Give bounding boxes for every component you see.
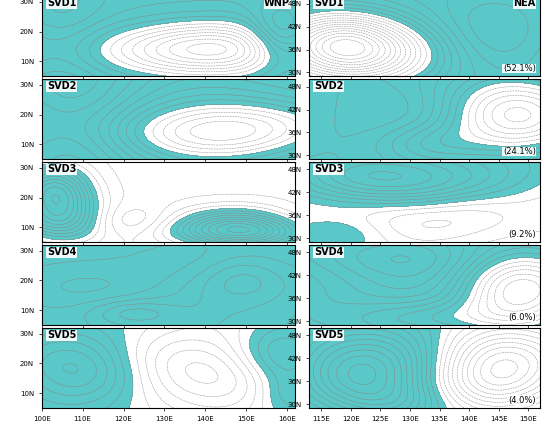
Text: NEA: NEA xyxy=(514,0,536,8)
Text: SVD1: SVD1 xyxy=(47,0,76,8)
Text: (4.0%): (4.0%) xyxy=(508,396,536,405)
Text: (9.2%): (9.2%) xyxy=(508,230,536,239)
Text: SVD3: SVD3 xyxy=(314,164,343,174)
Text: SVD2: SVD2 xyxy=(47,81,76,91)
Text: (6.0%): (6.0%) xyxy=(508,313,536,322)
Text: SVD2: SVD2 xyxy=(314,81,343,91)
Text: (24.1%): (24.1%) xyxy=(503,147,536,156)
Text: (52.1%): (52.1%) xyxy=(503,64,536,73)
Text: SVD4: SVD4 xyxy=(314,247,343,257)
Text: SVD4: SVD4 xyxy=(47,247,76,257)
Text: SVD5: SVD5 xyxy=(47,330,76,340)
Text: SVD1: SVD1 xyxy=(314,0,343,8)
Text: SVD3: SVD3 xyxy=(47,164,76,174)
Text: WNP: WNP xyxy=(264,0,290,8)
Text: SVD5: SVD5 xyxy=(314,330,343,340)
